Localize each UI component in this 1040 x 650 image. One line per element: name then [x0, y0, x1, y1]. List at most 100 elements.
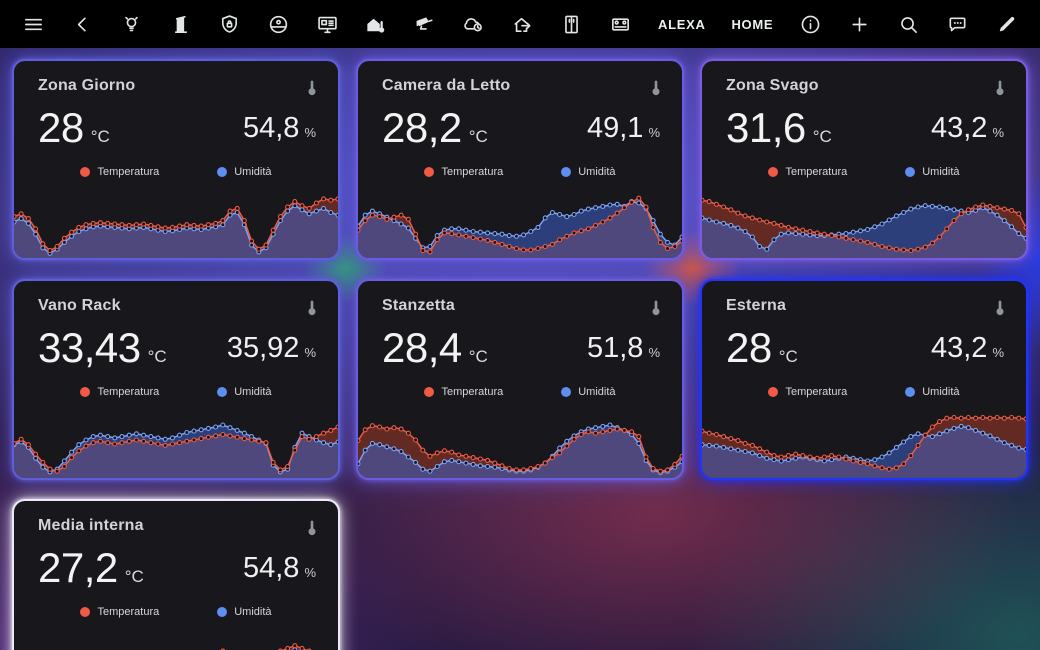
lights-tab[interactable] — [118, 11, 145, 38]
humidity-value: 51,8 — [586, 332, 644, 364]
media-tab[interactable] — [314, 11, 341, 38]
card-vano-rack[interactable]: Vano Rack 33,43 °C 35,92% Temperatura Umi… — [12, 279, 340, 480]
climate-tab[interactable] — [362, 11, 389, 38]
history-chart — [14, 422, 338, 478]
fridge-tab[interactable] — [558, 11, 585, 38]
tab-alexa[interactable]: ALEXA — [657, 16, 706, 32]
humidity-value: 35,92 — [226, 332, 300, 364]
assist-button[interactable] — [944, 11, 971, 38]
search-button[interactable] — [895, 11, 922, 38]
menu-icon — [25, 18, 42, 30]
temperature-legend-label: Temperatura — [785, 166, 848, 178]
history-chart — [702, 414, 1026, 478]
card-stanzetta[interactable]: Stanzetta 28,4 °C 51,8% Temperatura Umidi… — [356, 279, 684, 480]
humidity-dot — [561, 387, 572, 397]
history-chart — [358, 195, 682, 258]
temperature-unit: °C — [124, 567, 144, 586]
temperature-legend-label: Temperatura — [97, 386, 160, 398]
card-title: Stanzetta — [382, 297, 455, 314]
thermometer-icon — [646, 77, 666, 102]
temperature-legend-label: Temperatura — [97, 606, 160, 618]
heater-tab[interactable] — [607, 11, 634, 38]
temperature-unit: °C — [468, 127, 488, 146]
temperature-dot — [424, 167, 435, 177]
radiator-icon — [612, 17, 630, 31]
card-title: Zona Svago — [726, 77, 819, 94]
card-media-interna[interactable]: Media interna 27,2 °C 54,8% Temperatura U… — [12, 499, 340, 650]
humidity-value: 54,8 — [242, 112, 300, 144]
humidity-unit: % — [304, 345, 316, 360]
pencil-icon — [999, 16, 1015, 31]
humidity-value: 54,8 — [242, 552, 300, 584]
cloud-clock-icon — [464, 17, 483, 31]
security-tab[interactable] — [216, 11, 243, 38]
card-zona-svago[interactable]: Zona Svago 31,6 °C 43,2% Temperatura Umid… — [700, 59, 1028, 260]
humidity-unit: % — [648, 125, 660, 140]
info-button[interactable] — [797, 11, 824, 38]
humidity-legend-label: Umidità — [578, 386, 616, 398]
vacuum-tab[interactable] — [265, 11, 292, 38]
humidity-dot — [217, 387, 228, 397]
temperature-unit: °C — [468, 347, 488, 366]
thermometer-icon — [990, 297, 1010, 322]
card-camera-da-letto[interactable]: Camera da Letto 28,2 °C 49,1% Temperatura… — [356, 59, 684, 260]
menu-button[interactable] — [20, 11, 47, 38]
add-button[interactable] — [846, 11, 873, 38]
thermometer-icon — [302, 517, 322, 542]
humidity-dot — [217, 167, 228, 177]
chart-legend: Temperatura Umidità — [358, 386, 682, 398]
humidity-dot — [905, 387, 916, 397]
humidity-value: 49,1 — [586, 112, 644, 144]
presence-tab[interactable] — [509, 11, 536, 38]
humidity-unit: % — [304, 125, 316, 140]
temperature-value: 28,4 — [382, 324, 462, 371]
humidity-dot — [905, 167, 916, 177]
temperature-dot — [768, 387, 779, 397]
temperature-unit: °C — [90, 127, 110, 146]
card-title: Camera da Letto — [382, 77, 511, 94]
house-thermometer-icon — [367, 18, 385, 33]
temperature-value: 31,6 — [726, 104, 806, 151]
thermometer-icon — [302, 297, 322, 322]
chart-legend: Temperatura Umidità — [702, 386, 1026, 398]
monitor-dashboard-icon — [317, 16, 337, 33]
camera-tab[interactable] — [411, 11, 438, 38]
temperature-value: 27,2 — [38, 544, 118, 591]
humidity-value: 43,2 — [930, 332, 988, 364]
humidity-unit: % — [648, 345, 660, 360]
card-title: Zona Giorno — [38, 77, 136, 94]
robot-vacuum-icon — [269, 15, 287, 33]
chart-legend: Temperatura Umidità — [358, 166, 682, 178]
shield-lock-icon — [221, 14, 237, 33]
fridge-icon — [565, 15, 579, 33]
history-chart — [702, 197, 1026, 258]
temperature-legend-label: Temperatura — [441, 386, 504, 398]
chat-icon — [949, 16, 966, 31]
temperature-unit: °C — [778, 347, 798, 366]
card-title: Vano Rack — [38, 297, 121, 314]
temperature-value: 28 — [726, 324, 772, 371]
chevron-left-icon — [77, 16, 86, 32]
temperature-dot — [768, 167, 779, 177]
edit-button[interactable] — [993, 11, 1020, 38]
card-title: Esterna — [726, 297, 787, 314]
humidity-legend-label: Umidità — [234, 166, 272, 178]
thermometer-icon — [990, 77, 1010, 102]
humidity-value: 43,2 — [930, 112, 988, 144]
card-zona-giorno[interactable]: Zona Giorno 28 °C 54,8% Temperatura Umidi… — [12, 59, 340, 260]
tab-home[interactable]: HOME — [731, 16, 774, 32]
chart-legend: Temperatura Umidità — [14, 606, 338, 618]
weather-tab[interactable] — [460, 11, 487, 38]
humidity-dot — [561, 167, 572, 177]
temperature-value: 28,2 — [382, 104, 462, 151]
humidity-unit: % — [304, 565, 316, 580]
house-exit-icon — [514, 17, 531, 32]
history-chart — [358, 422, 682, 478]
humidity-legend-label: Umidità — [578, 166, 616, 178]
door-icon — [174, 15, 187, 33]
back-button[interactable] — [69, 11, 96, 38]
rooms-tab[interactable] — [167, 11, 194, 38]
humidity-legend-label: Umidità — [234, 386, 272, 398]
card-esterna[interactable]: Esterna 28 °C 43,2% Temperatura Umidità — [700, 279, 1028, 480]
humidity-legend-label: Umidità — [922, 166, 960, 178]
